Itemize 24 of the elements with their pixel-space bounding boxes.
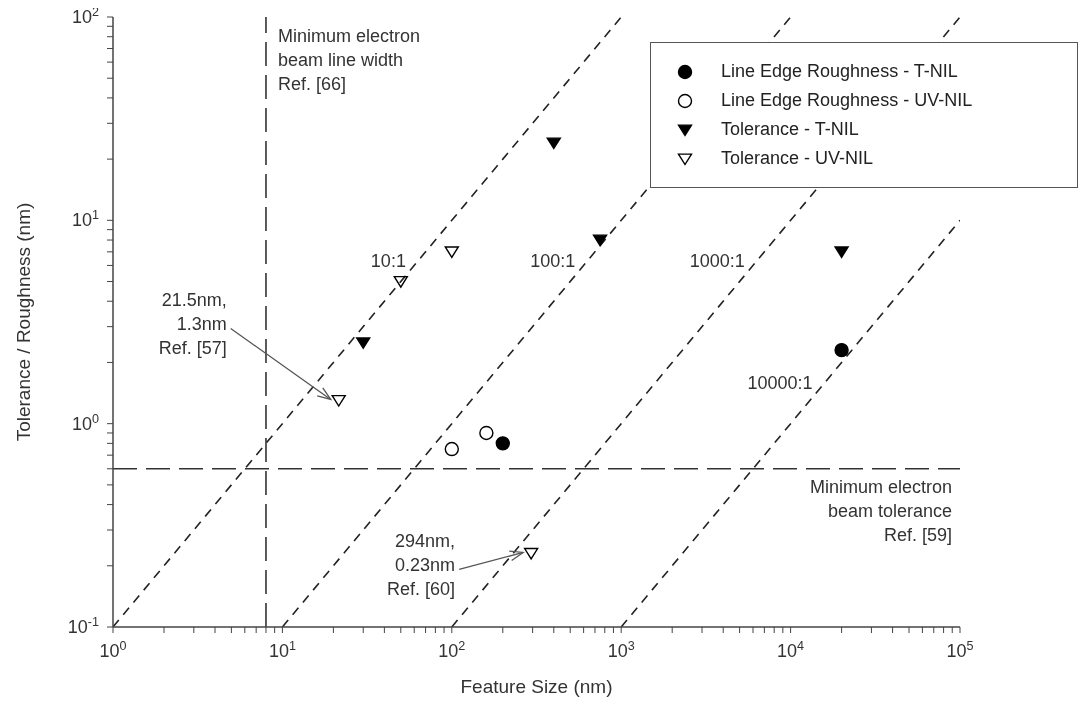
series-label: 10:1 xyxy=(370,251,406,271)
y-tick-label: 10$^{1}$ xyxy=(71,208,99,231)
x-tick-label: 10$^{2}$ xyxy=(438,639,466,661)
y-tick-label: 10$^{-1}$ xyxy=(67,615,99,637)
x-axis-title: Feature Size (nm) xyxy=(460,676,613,697)
y-tick-label: 10$^{0}$ xyxy=(71,411,99,434)
y-tick-label: 10$^{2}$ xyxy=(71,5,99,27)
series-label: 100:1 xyxy=(530,251,576,271)
ref-line-label: Minimum electron beam tolerance Ref. [59] xyxy=(809,476,952,545)
legend-label: Tolerance - UV-NIL xyxy=(721,148,874,169)
x-tick-label: 10$^{5}$ xyxy=(946,639,974,661)
series-label: 1000:1 xyxy=(689,251,745,271)
x-tick-label: 10$^{3}$ xyxy=(607,639,635,661)
series-label: 10000:1 xyxy=(747,373,813,393)
legend-label: Line Edge Roughness - UV-NIL xyxy=(721,90,973,111)
annotation: 294nm, 0.23nm Ref. [60] xyxy=(387,531,456,600)
y-axis-title: Tolerance / Roughness (nm) xyxy=(13,202,34,442)
legend-label: Line Edge Roughness - T-NIL xyxy=(721,61,958,82)
ref-line-label: Minimum electron beam line width Ref. [66] xyxy=(277,26,421,94)
annotation: 21.5nm, 1.3nm Ref. [57] xyxy=(158,290,227,359)
x-tick-label: 10$^{0}$ xyxy=(99,639,127,661)
x-tick-label: 10$^{1}$ xyxy=(268,639,296,661)
x-tick-label: 10$^{4}$ xyxy=(777,639,805,661)
legend-label: Tolerance - T-NIL xyxy=(721,119,859,140)
